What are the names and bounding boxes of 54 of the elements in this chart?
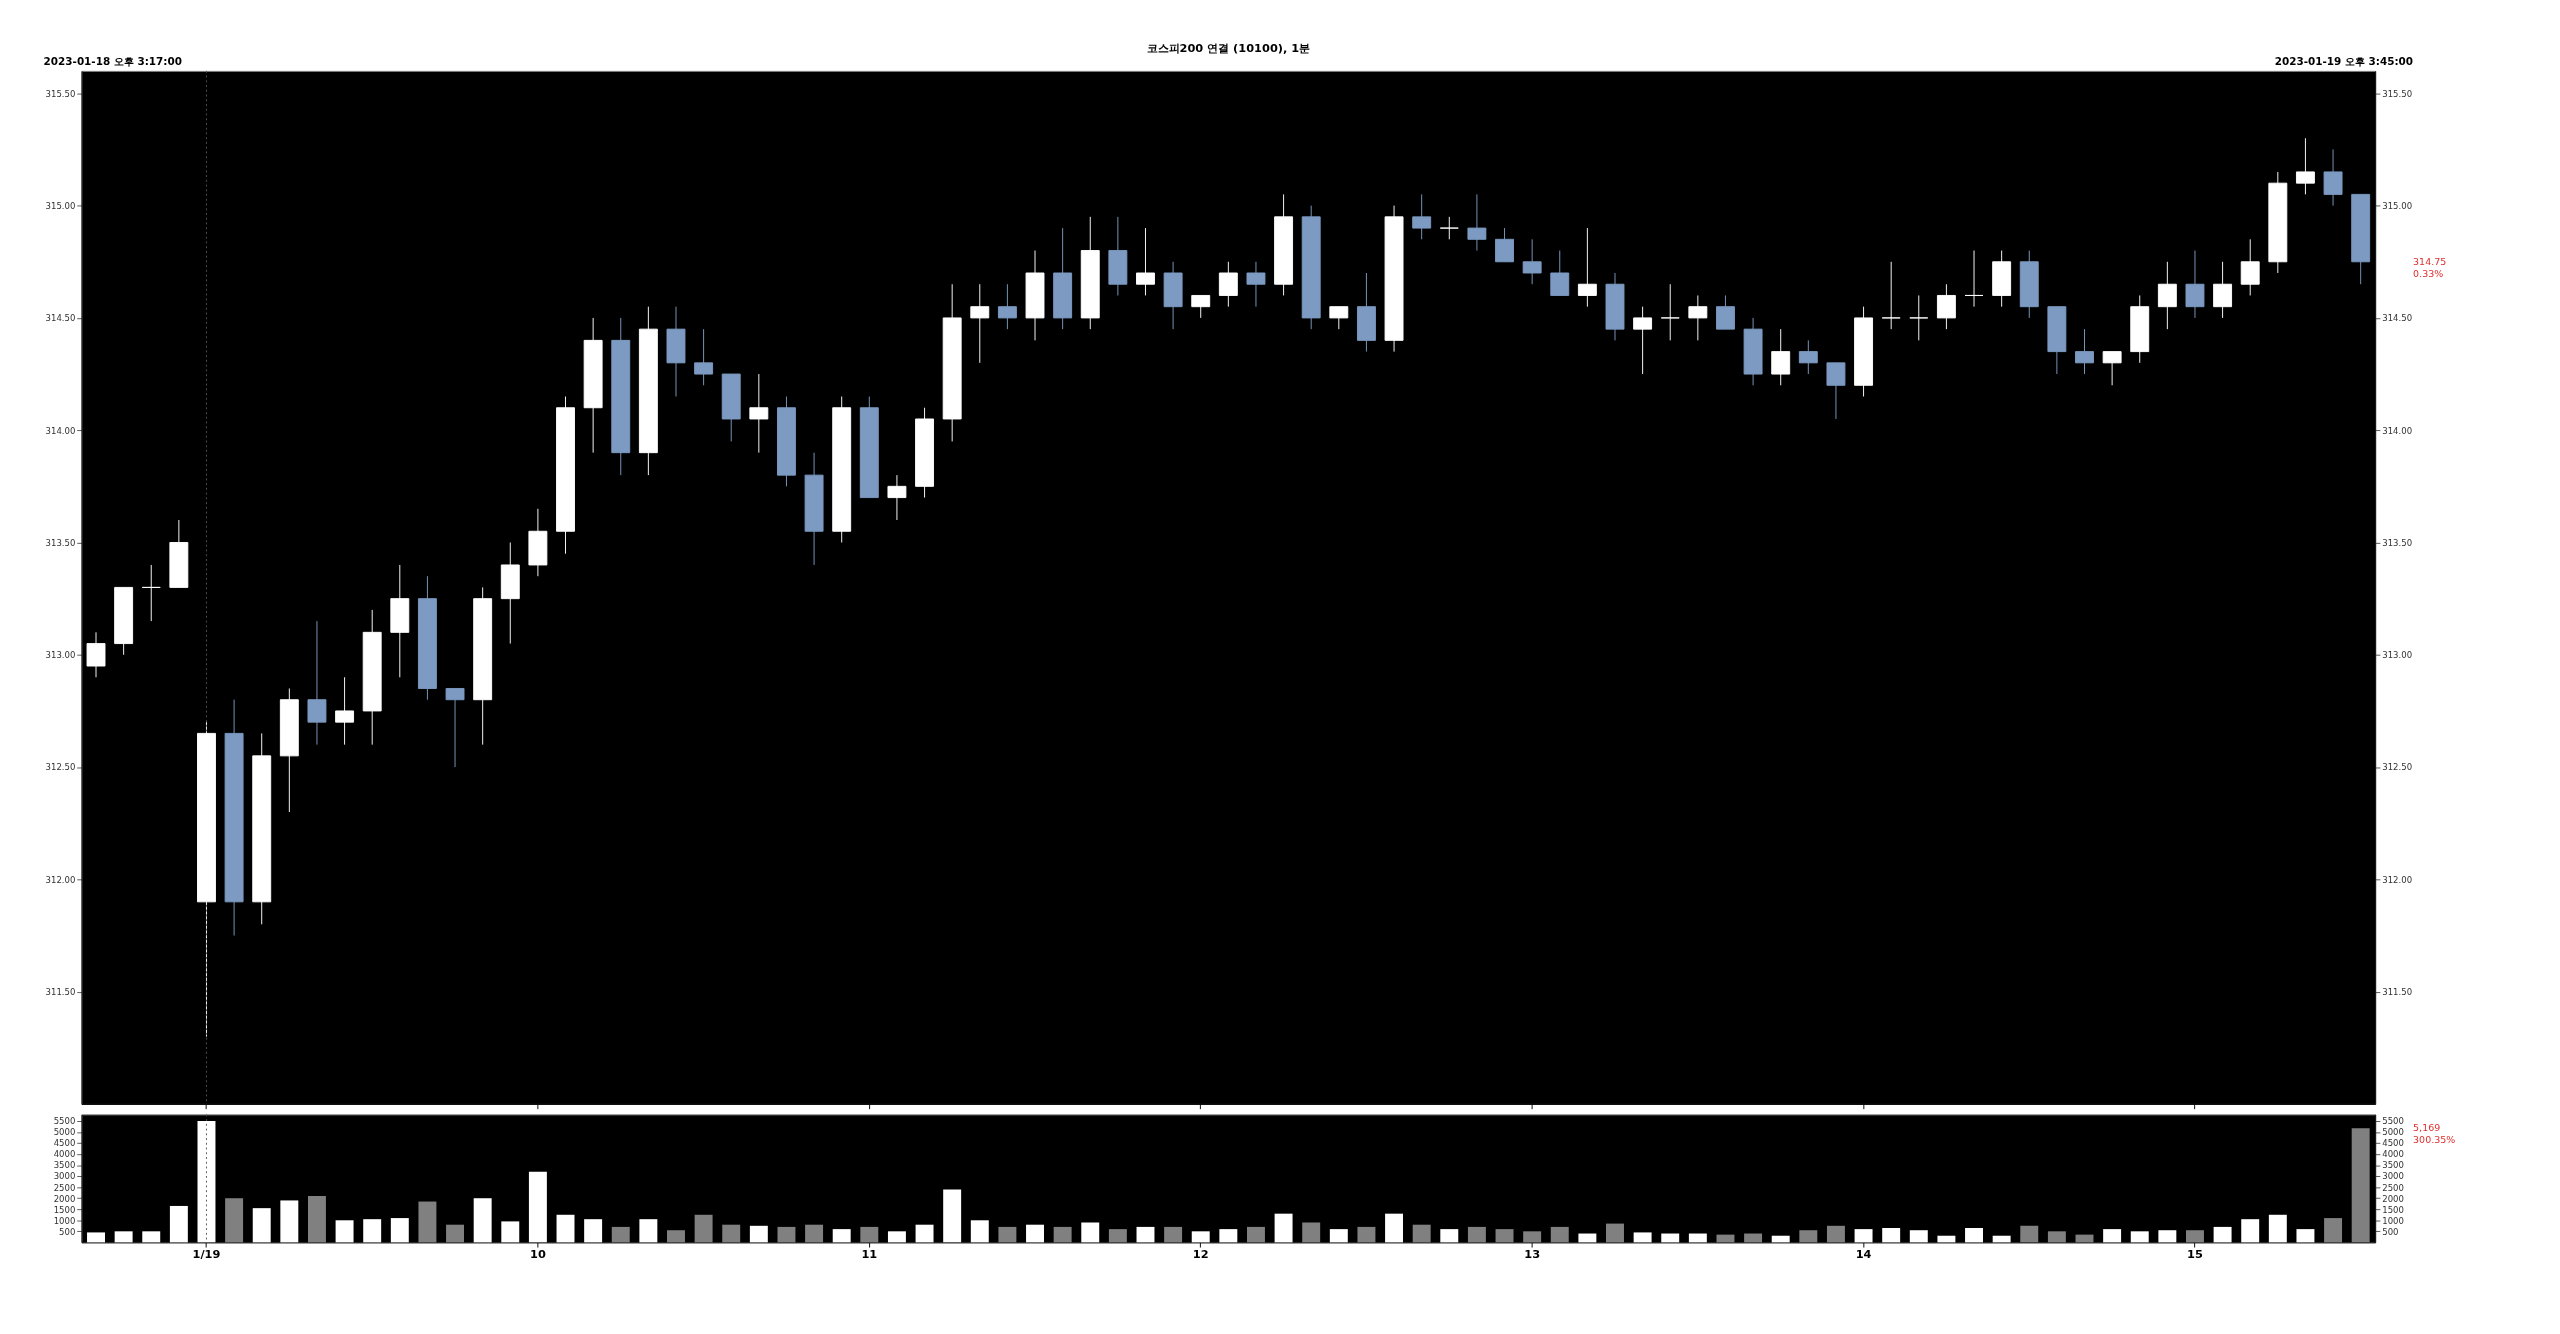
- y2-tick-label: 312.50: [2382, 762, 2413, 773]
- y2-tick-label: 315.50: [2382, 88, 2413, 99]
- y2-tick-label: 500: [2382, 1226, 2399, 1237]
- y-tick-label: 2500: [53, 1182, 76, 1193]
- y-tick-label: 313.00: [45, 650, 76, 661]
- x-tick-label: 13: [1524, 1246, 1541, 1261]
- text: 314.75: [2413, 255, 2447, 267]
- x-tick-label: 11: [861, 1246, 878, 1261]
- y2-tick-label: 1500: [2382, 1204, 2404, 1215]
- y2-tick-label: 5500: [2382, 1116, 2404, 1127]
- y-tick-label: 315.00: [45, 200, 76, 211]
- y2-tick-label: 313.00: [2382, 650, 2413, 661]
- y-tick-label: 312.50: [45, 762, 76, 773]
- y2-tick-label: 4500: [2382, 1138, 2404, 1149]
- y2-tick-label: 3500: [2382, 1160, 2404, 1171]
- chart-title: 코스피200 연결 (10100), 1분: [1146, 40, 1311, 55]
- y2-tick-label: 2000: [2382, 1193, 2404, 1204]
- y-tick-label: 4000: [53, 1149, 76, 1160]
- y-tick-label: 315.50: [45, 88, 76, 99]
- y-tick-label: 314.00: [45, 425, 76, 436]
- text: 5,169: [2413, 1122, 2441, 1134]
- x-tick-label: 12: [1192, 1246, 1209, 1261]
- y2-tick-label: 2500: [2382, 1182, 2404, 1193]
- y-tick-label: 1000: [53, 1215, 76, 1226]
- text: 300.35%: [2413, 1134, 2456, 1146]
- y-tick-label: 5500: [53, 1116, 76, 1127]
- text: 2023-01-18 오후 3:17:00: [43, 55, 182, 68]
- y-tick-label: 312.00: [45, 874, 76, 885]
- text: 0.33%: [2413, 267, 2444, 279]
- y2-tick-label: 1000: [2382, 1215, 2404, 1226]
- y-tick-label: 3000: [53, 1171, 76, 1182]
- y2-tick-label: 314.50: [2382, 313, 2413, 324]
- y-tick-label: 4500: [53, 1138, 76, 1149]
- y2-tick-label: 3000: [2382, 1171, 2404, 1182]
- y-tick-label: 500: [59, 1226, 76, 1237]
- y-tick-label: 311.50: [45, 986, 76, 997]
- y-tick-label: 1500: [53, 1204, 76, 1215]
- x-tick-label: 1/19: [192, 1246, 221, 1261]
- y2-tick-label: 314.00: [2382, 425, 2413, 436]
- y2-tick-label: 4000: [2382, 1149, 2404, 1160]
- y-tick-label: 2000: [53, 1193, 76, 1204]
- x-tick-label: 10: [529, 1246, 546, 1261]
- y-tick-label: 314.50: [45, 313, 76, 324]
- y2-tick-label: 313.50: [2382, 537, 2413, 548]
- x-tick-label: 14: [1855, 1246, 1872, 1261]
- y2-tick-label: 312.00: [2382, 874, 2413, 885]
- y2-tick-label: 311.50: [2382, 986, 2413, 997]
- y-tick-label: 313.50: [45, 537, 76, 548]
- y-tick-label: 5000: [53, 1127, 76, 1138]
- y2-tick-label: 5000: [2382, 1127, 2404, 1138]
- x-tick-label: 15: [2187, 1246, 2203, 1261]
- y2-tick-label: 315.00: [2382, 200, 2413, 211]
- text: 2023-01-19 오후 3:45:00: [2274, 55, 2414, 68]
- y-tick-label: 3500: [53, 1160, 76, 1171]
